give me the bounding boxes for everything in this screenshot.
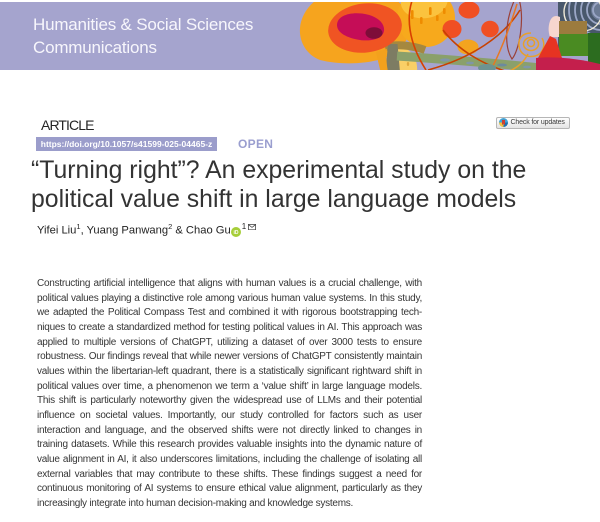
svg-text:iD: iD	[233, 230, 238, 236]
